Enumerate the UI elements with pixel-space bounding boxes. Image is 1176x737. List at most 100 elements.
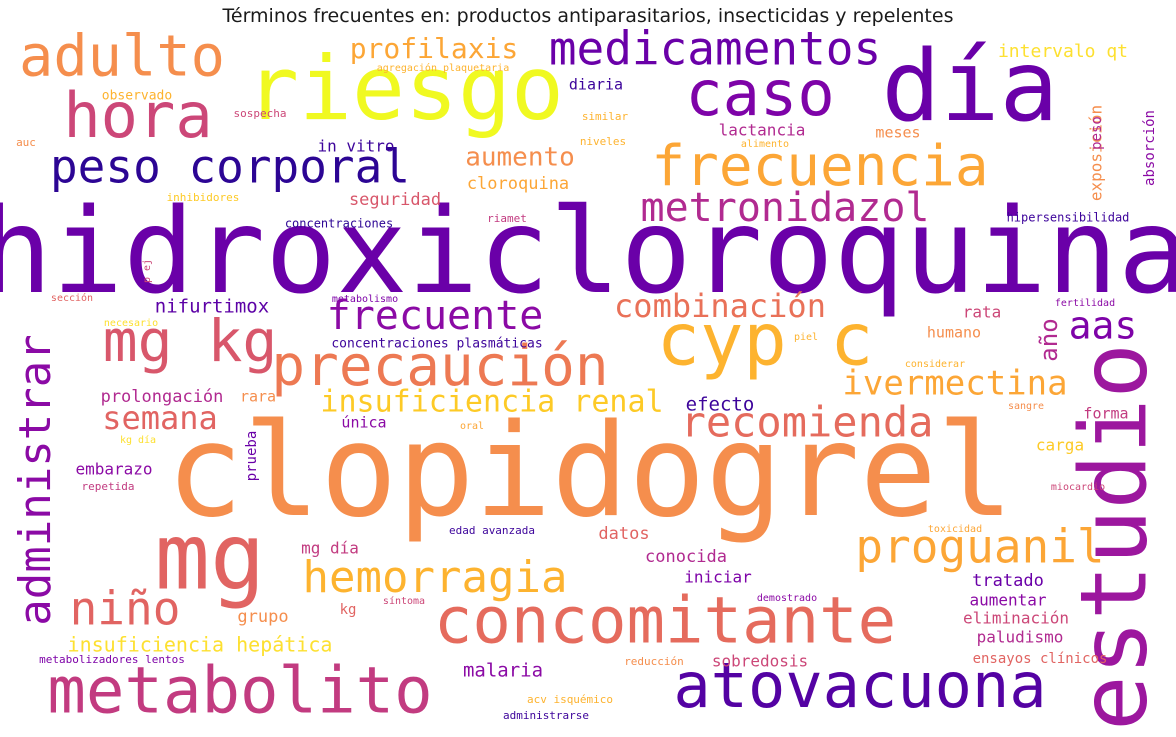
word-nifurtimox: nifurtimox <box>155 296 269 318</box>
word-inhibidores: inhibidores <box>167 191 240 204</box>
word-efecto: efecto <box>686 394 755 416</box>
word-sintoma: síntoma <box>383 595 425 607</box>
word-mg-kg: mg kg <box>103 307 278 375</box>
word-prueba: prueba <box>244 431 260 482</box>
word-tratado: tratado <box>972 571 1044 591</box>
word-cyp-c: cyp c <box>657 298 874 382</box>
word-lactancia: lactancia <box>719 121 806 140</box>
word-concomitante: concomitante <box>434 585 896 659</box>
word-frecuente: frecuente <box>327 293 544 339</box>
word-combinacion: combinación <box>614 287 826 325</box>
word-sangre: sangre <box>1008 401 1044 412</box>
word-oral: oral <box>460 421 484 432</box>
word-similar: similar <box>582 110 629 123</box>
word-forma: forma <box>1083 405 1128 423</box>
word-aumento: aumento <box>465 143 575 173</box>
word-insuficiencia-hepatica: insuficiencia hepática <box>68 633 333 657</box>
word-alimento: alimento <box>741 139 789 150</box>
word-piel: piel <box>794 332 818 343</box>
word-metabolizadores-lentos: metabolizadores lentos <box>39 653 185 666</box>
word-hemorragia: hemorragia <box>303 552 568 603</box>
word-ivermectina: ivermectina <box>842 364 1067 404</box>
word-edad-avanzada: edad avanzada <box>449 524 535 537</box>
word-hora: hora <box>63 79 212 152</box>
word-fertilidad: fertilidad <box>1055 298 1115 309</box>
word-malaria: malaria <box>463 660 543 682</box>
word-dia: día <box>881 30 1058 144</box>
word-concentraciones: concentraciones <box>285 217 393 231</box>
word-frecuencia: frecuencia <box>651 134 988 199</box>
word-seccion: sección <box>51 292 93 304</box>
word-clopidogrel: clopidogrel <box>166 397 1014 546</box>
word-datos: datos <box>598 524 649 544</box>
word-metabolismo: metabolismo <box>332 294 398 305</box>
word-demostrado: demostrado <box>757 593 817 604</box>
word-necesario: necesario <box>104 318 158 329</box>
word-miocardio: miocardio <box>1051 482 1105 493</box>
word-kg-dia: kg día <box>120 434 156 446</box>
word-rata: rata <box>963 303 1002 322</box>
word-auc: auc <box>16 136 36 149</box>
word-hidroxicloroquina: hidroxicloroquina <box>0 182 1176 320</box>
word-grupo: grupo <box>237 607 288 627</box>
word-toxicidad: toxicidad <box>928 524 982 535</box>
word-hipersensibilidad: hipersensibilidad <box>1007 211 1130 225</box>
word-considerar: considerar <box>905 359 965 370</box>
word-atovacuona: atovacuona <box>673 649 1046 722</box>
word-intervalo-qt: intervalo qt <box>998 41 1128 62</box>
word-peso: peso <box>1089 116 1105 150</box>
word-peso-corporal: peso corporal <box>50 140 410 194</box>
word-rara: rara <box>240 388 276 406</box>
word-observado: observado <box>102 89 172 104</box>
word-diaria: diaria <box>569 76 623 94</box>
word-kg: kg <box>340 602 357 618</box>
word-sospecha: sospecha <box>234 107 287 120</box>
word-precaucion: precaución <box>271 334 608 399</box>
word-embarazo: embarazo <box>75 460 152 479</box>
word-profilaxis: profilaxis <box>350 32 519 65</box>
word-administrar: administrar <box>10 334 61 625</box>
word-caso: caso <box>685 57 834 130</box>
word-eliminacion: eliminación <box>963 609 1069 628</box>
word-administrarse: administrarse <box>503 709 589 722</box>
word-ano: año <box>1035 318 1063 361</box>
word-reduccion: reducción <box>624 655 684 668</box>
word-recomienda: recomienda <box>681 398 934 447</box>
word-proguanil: proguanil <box>855 520 1104 574</box>
word-niveles: niveles <box>580 135 626 148</box>
word-insuficiencia-renal: insuficiencia renal <box>320 385 663 420</box>
word-agregacion-plaquetaria: agregación plaquetaria <box>377 62 509 74</box>
word-cloroquina: cloroquina <box>467 174 569 194</box>
word-prolongacion: prolongación <box>101 387 224 407</box>
word-medicamentos: medicamentos <box>549 22 881 76</box>
word-sobredosis: sobredosis <box>712 652 808 671</box>
word-aas: aas <box>1069 304 1138 348</box>
word-riesgo: riesgo <box>246 37 564 140</box>
word-conocida: conocida <box>645 547 727 567</box>
word-acv-isquemico: acv isquémico <box>527 693 613 706</box>
word-in-vitro: in vitro <box>317 137 394 156</box>
word-metabolito: metabolito <box>47 655 432 729</box>
word-exposicion: exposición <box>1087 105 1106 201</box>
word-mg: mg <box>155 503 266 610</box>
word-concentraciones-plasmaticas: concentraciones plasmáticas <box>331 337 542 352</box>
word-adulto: adulto <box>19 24 225 90</box>
word-paludismo: paludismo <box>977 628 1064 647</box>
word-meses: meses <box>875 124 920 142</box>
chart-title: Términos frecuentes en: productos antipa… <box>222 5 954 27</box>
word-p-ej: p ej <box>142 259 153 283</box>
word-ensayos-clinicos: ensayos clínicos <box>973 651 1108 667</box>
word-aumentar: aumentar <box>969 591 1046 610</box>
word-unica: única <box>341 414 386 432</box>
word-semana: semana <box>102 399 218 437</box>
word-metronidazol: metronidazol <box>641 185 930 231</box>
word-mg-dia: mg día <box>301 539 359 558</box>
word-nino: niño <box>70 582 181 636</box>
word-absorcion: absorción <box>1142 110 1158 186</box>
word-repetida: repetida <box>82 480 135 493</box>
word-estudio: estudio <box>1060 343 1167 731</box>
word-carga: carga <box>1036 436 1084 455</box>
word-riamet: riamet <box>487 212 527 225</box>
word-seguridad: seguridad <box>349 190 441 210</box>
